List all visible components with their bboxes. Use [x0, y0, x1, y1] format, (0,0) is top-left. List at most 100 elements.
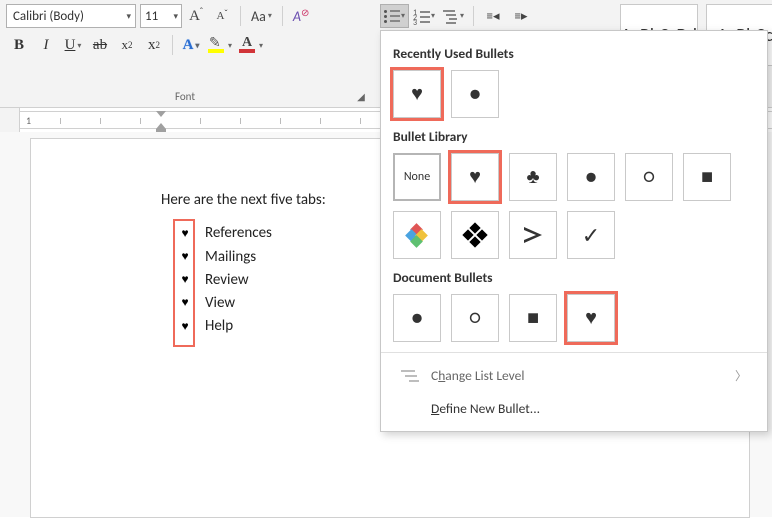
bullet-swatch-none[interactable]: None	[393, 153, 441, 201]
font-name-value: Calibri (Body)	[13, 9, 84, 24]
font-size-value: 11	[145, 9, 158, 24]
multilevel-button[interactable]: ▾	[440, 4, 467, 28]
numbering-icon: 123	[414, 9, 430, 23]
change-case-icon: Aa	[251, 8, 266, 25]
bullet-swatch-heart[interactable]: ♥	[567, 294, 615, 342]
separator	[282, 6, 283, 26]
change-list-level-item: Change List Level 〉	[391, 359, 757, 392]
font-color-icon: A	[239, 37, 257, 53]
chevron-right-icon: 〉	[735, 367, 747, 384]
bullet-swatch-circle[interactable]: ○	[625, 153, 673, 201]
bullet-swatch-heart[interactable]: ♥	[393, 70, 441, 118]
list-item: ♥ References	[161, 222, 326, 245]
font-group-label: Font	[0, 90, 370, 103]
heart-icon: ♥	[469, 165, 481, 189]
numbering-button[interactable]: 123 ▾	[411, 4, 438, 28]
bold-button[interactable]: B	[6, 32, 32, 58]
recent-bullets-row: ♥ ●	[393, 70, 755, 118]
separator	[172, 35, 173, 55]
first-line-indent-marker[interactable]	[156, 111, 166, 117]
define-new-bullet-label: Define New Bullet...	[431, 400, 540, 417]
square-icon: ■	[701, 165, 713, 189]
heart-icon: ♥	[411, 82, 423, 106]
doc-intro-text: Here are the next five tabs:	[161, 189, 326, 212]
separator	[240, 6, 241, 26]
font-size-combo[interactable]: 11 ▾	[140, 4, 182, 28]
bullet-swatch-fourdiamond[interactable]	[451, 211, 499, 259]
decrease-indent-icon: ≡◂	[487, 9, 500, 24]
heart-bullet-icon: ♥	[179, 271, 191, 290]
bullet-swatch-circle[interactable]: ○	[451, 294, 499, 342]
bullet-swatch-disc[interactable]: ●	[567, 153, 615, 201]
list-item: ♥ View	[161, 292, 326, 315]
chevron-down-icon: ▾	[126, 11, 131, 22]
superscript-button[interactable]: x2	[141, 32, 167, 58]
decrease-font-icon: A	[217, 10, 225, 22]
bullet-swatch-disc[interactable]: ●	[451, 70, 499, 118]
chevron-down-icon: ▾	[431, 11, 435, 21]
menu-heading-library: Bullet Library	[393, 128, 755, 145]
increase-indent-icon: ≡▸	[515, 9, 528, 24]
doc-bullets-row: ● ○ ■ ♥	[393, 294, 755, 342]
check-icon: ✓	[582, 222, 600, 249]
circle-icon: ○	[470, 306, 481, 330]
highlight-icon	[208, 37, 226, 53]
text-effects-button[interactable]: A▾	[178, 32, 204, 58]
disc-icon: ●	[411, 306, 423, 330]
ruler-corner	[0, 108, 20, 132]
highlight-button[interactable]: ▾	[205, 32, 235, 58]
list-item: ♥ Mailings	[161, 246, 326, 269]
menu-heading-recent: Recently Used Bullets	[393, 45, 755, 62]
menu-heading-doc: Document Bullets	[393, 269, 755, 286]
bullet-swatch-heart[interactable]: ♥	[451, 153, 499, 201]
bullet-swatch-disc[interactable]: ●	[393, 294, 441, 342]
chevron-down-icon: ▾	[401, 11, 405, 21]
list-item-label: References	[205, 222, 272, 245]
bullet-swatch-club[interactable]: ♣	[509, 153, 557, 201]
increase-indent-button[interactable]: ≡▸	[508, 4, 534, 28]
strikethrough-button[interactable]: ab	[87, 32, 113, 58]
change-list-level-label: Change List Level	[431, 367, 524, 384]
arrow-icon	[524, 227, 542, 243]
club-icon: ♣	[526, 165, 539, 189]
bullet-swatch-square[interactable]: ■	[509, 294, 557, 342]
heart-bullet-icon: ♥	[179, 318, 191, 337]
heart-bullet-icon: ♥	[179, 225, 191, 244]
clear-formatting-icon: A	[293, 8, 301, 25]
chevron-down-icon: ▾	[460, 11, 464, 21]
font-color-button[interactable]: A▾	[236, 32, 266, 58]
bullet-swatch-square[interactable]: ■	[683, 153, 731, 201]
square-icon: ■	[527, 306, 539, 330]
list-item: ♥ Help	[161, 315, 326, 338]
font-name-combo[interactable]: Calibri (Body) ▾	[6, 4, 136, 28]
bullet-swatch-check[interactable]: ✓	[567, 211, 615, 259]
chevron-down-icon: ▾	[268, 11, 272, 21]
list-item-label: Help	[205, 315, 233, 338]
font-dialog-launcher[interactable]: ◢	[354, 89, 368, 103]
list-item-label: View	[205, 292, 235, 315]
increase-font-button[interactable]: Aˆ	[184, 4, 208, 28]
bullet-swatch-fourcolor[interactable]	[393, 211, 441, 259]
italic-button[interactable]: I	[33, 32, 59, 58]
heart-bullet-icon: ♥	[179, 294, 191, 313]
separator	[473, 6, 474, 26]
list-item-label: Review	[205, 269, 249, 292]
change-case-button[interactable]: Aa ▾	[247, 4, 276, 28]
chevron-down-icon: ▾	[77, 41, 81, 50]
menu-separator	[381, 352, 767, 353]
decrease-indent-button[interactable]: ≡◂	[480, 4, 506, 28]
decrease-font-button[interactable]: Aˇ	[210, 4, 234, 28]
subscript-button[interactable]: x2	[114, 32, 140, 58]
bullet-swatch-arrow[interactable]	[509, 211, 557, 259]
four-diamond-icon	[465, 225, 485, 245]
bullets-button[interactable]: ▾	[380, 4, 409, 28]
clear-formatting-button[interactable]: A⊘	[289, 4, 314, 28]
define-new-bullet-item[interactable]: Define New Bullet...	[391, 392, 757, 425]
change-list-level-icon	[401, 369, 419, 383]
chevron-down-icon: ▾	[173, 11, 178, 22]
heart-bullet-icon: ♥	[179, 248, 191, 267]
list-item-label: Mailings	[205, 246, 256, 269]
multilevel-icon	[443, 9, 459, 23]
underline-button[interactable]: U▾	[60, 32, 86, 58]
paragraph-group: ▾ 123 ▾ ▾ ≡◂ ≡▸	[380, 4, 534, 28]
